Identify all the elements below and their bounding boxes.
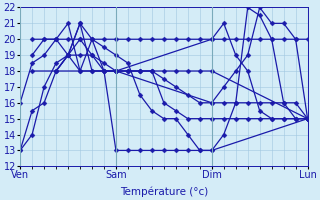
- X-axis label: Température (°c): Température (°c): [120, 186, 208, 197]
